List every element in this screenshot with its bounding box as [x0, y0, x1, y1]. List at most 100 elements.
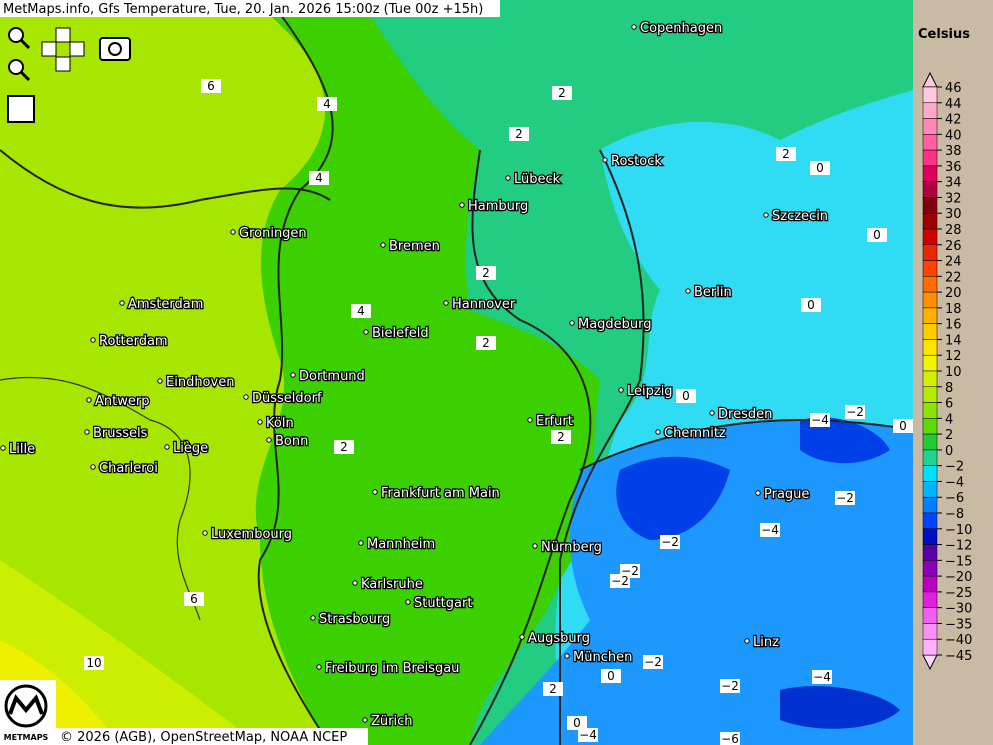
contour-label-box [551, 430, 571, 444]
contour-label-box [760, 523, 780, 537]
legend-label: 38 [945, 144, 962, 159]
city-dot [230, 229, 236, 235]
city-dot [405, 599, 411, 605]
city-label: Dresden [718, 407, 772, 422]
city-dot [709, 410, 715, 416]
pan-buttons[interactable] [41, 27, 85, 72]
city-label: Prague [764, 487, 809, 502]
contour-label: 0 [573, 716, 581, 730]
contour-label-box [476, 336, 496, 350]
legend-label: −20 [945, 570, 972, 585]
contour-label: −4 [761, 523, 779, 537]
legend-swatch [922, 244, 938, 261]
city-dot [532, 543, 538, 549]
contour-label: 4 [323, 97, 331, 111]
legend-label: −10 [945, 523, 972, 538]
contour-label-box [201, 79, 221, 93]
city-dot [380, 242, 386, 248]
zoom-in-button[interactable] [8, 27, 31, 50]
title-box [0, 0, 500, 17]
legend-swatch [922, 307, 938, 324]
city-dot [202, 530, 208, 536]
legend-swatch [922, 276, 938, 293]
legend-swatch [922, 149, 938, 167]
city-label: Eindhoven [166, 375, 234, 390]
city-dot [618, 387, 624, 393]
contour-label-box [476, 266, 496, 280]
legend-label: −12 [945, 539, 972, 554]
city-label: Amsterdam [128, 297, 203, 312]
fullscreen-button[interactable] [7, 95, 35, 123]
city-dot [519, 634, 525, 640]
legend-swatch [922, 528, 938, 545]
city-dot [352, 580, 358, 586]
city-label: Antwerp [95, 394, 149, 409]
contour-label-box [835, 491, 855, 505]
city-label: Stuttgart [414, 596, 472, 611]
city-label: Charleroi [99, 461, 158, 476]
legend-label: −15 [945, 554, 972, 569]
legend-label: 20 [945, 286, 962, 301]
city-label: Mannheim [367, 537, 435, 552]
city-label: Leipzig [627, 384, 673, 399]
city-label: Lille [9, 442, 35, 457]
legend-label: −45 [945, 649, 972, 664]
contour-label: 6 [207, 79, 215, 93]
city-label: Freiburg im Breisgau [325, 661, 459, 676]
legend-swatch [922, 496, 938, 514]
city-dot [685, 288, 691, 294]
legend-label: −2 [945, 460, 964, 475]
legend-swatch [922, 591, 938, 608]
city-dot [358, 540, 364, 546]
city-dot [602, 157, 608, 163]
legend-label: 22 [945, 270, 962, 285]
contour-label: 6 [190, 592, 198, 606]
contour-label-box [812, 670, 832, 684]
city-dot [564, 653, 570, 659]
contour-label: 2 [557, 430, 565, 444]
legend-label: 42 [945, 113, 962, 128]
city-dot [744, 638, 750, 644]
contour-label-box [867, 228, 887, 242]
legend-swatch [922, 481, 938, 498]
city-label: Liège [173, 441, 208, 456]
city-dot [505, 175, 511, 181]
city-label: Chemnitz [664, 426, 726, 441]
city-dot [90, 464, 96, 470]
legend-label: 44 [945, 97, 962, 112]
legend-label: −8 [945, 507, 964, 522]
legend-swatch [922, 560, 938, 577]
city-label: Augsburg [528, 631, 590, 646]
city-label: Rotterdam [99, 334, 168, 349]
city-label: Copenhagen [640, 21, 722, 36]
legend-label: 6 [945, 397, 953, 412]
legend-swatch [922, 623, 938, 640]
city-label: Szczecin [772, 209, 828, 224]
legend-swatch [922, 118, 938, 135]
legend-swatch [922, 165, 938, 182]
city-dot [119, 300, 125, 306]
contour-label-box [351, 304, 371, 318]
legend-swatch [922, 197, 938, 214]
contour-label: 0 [873, 228, 881, 242]
legend-label: 30 [945, 207, 962, 222]
zoom-out-button[interactable] [8, 59, 31, 82]
city-label: Dortmund [299, 369, 365, 384]
snapshot-button[interactable] [99, 37, 131, 61]
legend-swatch [922, 134, 938, 151]
city-dot [243, 394, 249, 400]
legend-swatch [922, 260, 938, 277]
city-label: Magdeburg [578, 317, 652, 332]
city-label: Lübeck [514, 172, 561, 187]
contour-label-box [810, 161, 830, 175]
legend-label: 40 [945, 128, 962, 143]
city-dot [372, 489, 378, 495]
city-label: München [573, 650, 632, 665]
contour-label-box [567, 716, 587, 730]
contour-label: 4 [357, 304, 365, 318]
city-label: Strasbourg [319, 612, 390, 627]
contour-label: 2 [515, 127, 523, 141]
contour-label: −4 [813, 670, 831, 684]
legend-swatch [922, 465, 938, 482]
